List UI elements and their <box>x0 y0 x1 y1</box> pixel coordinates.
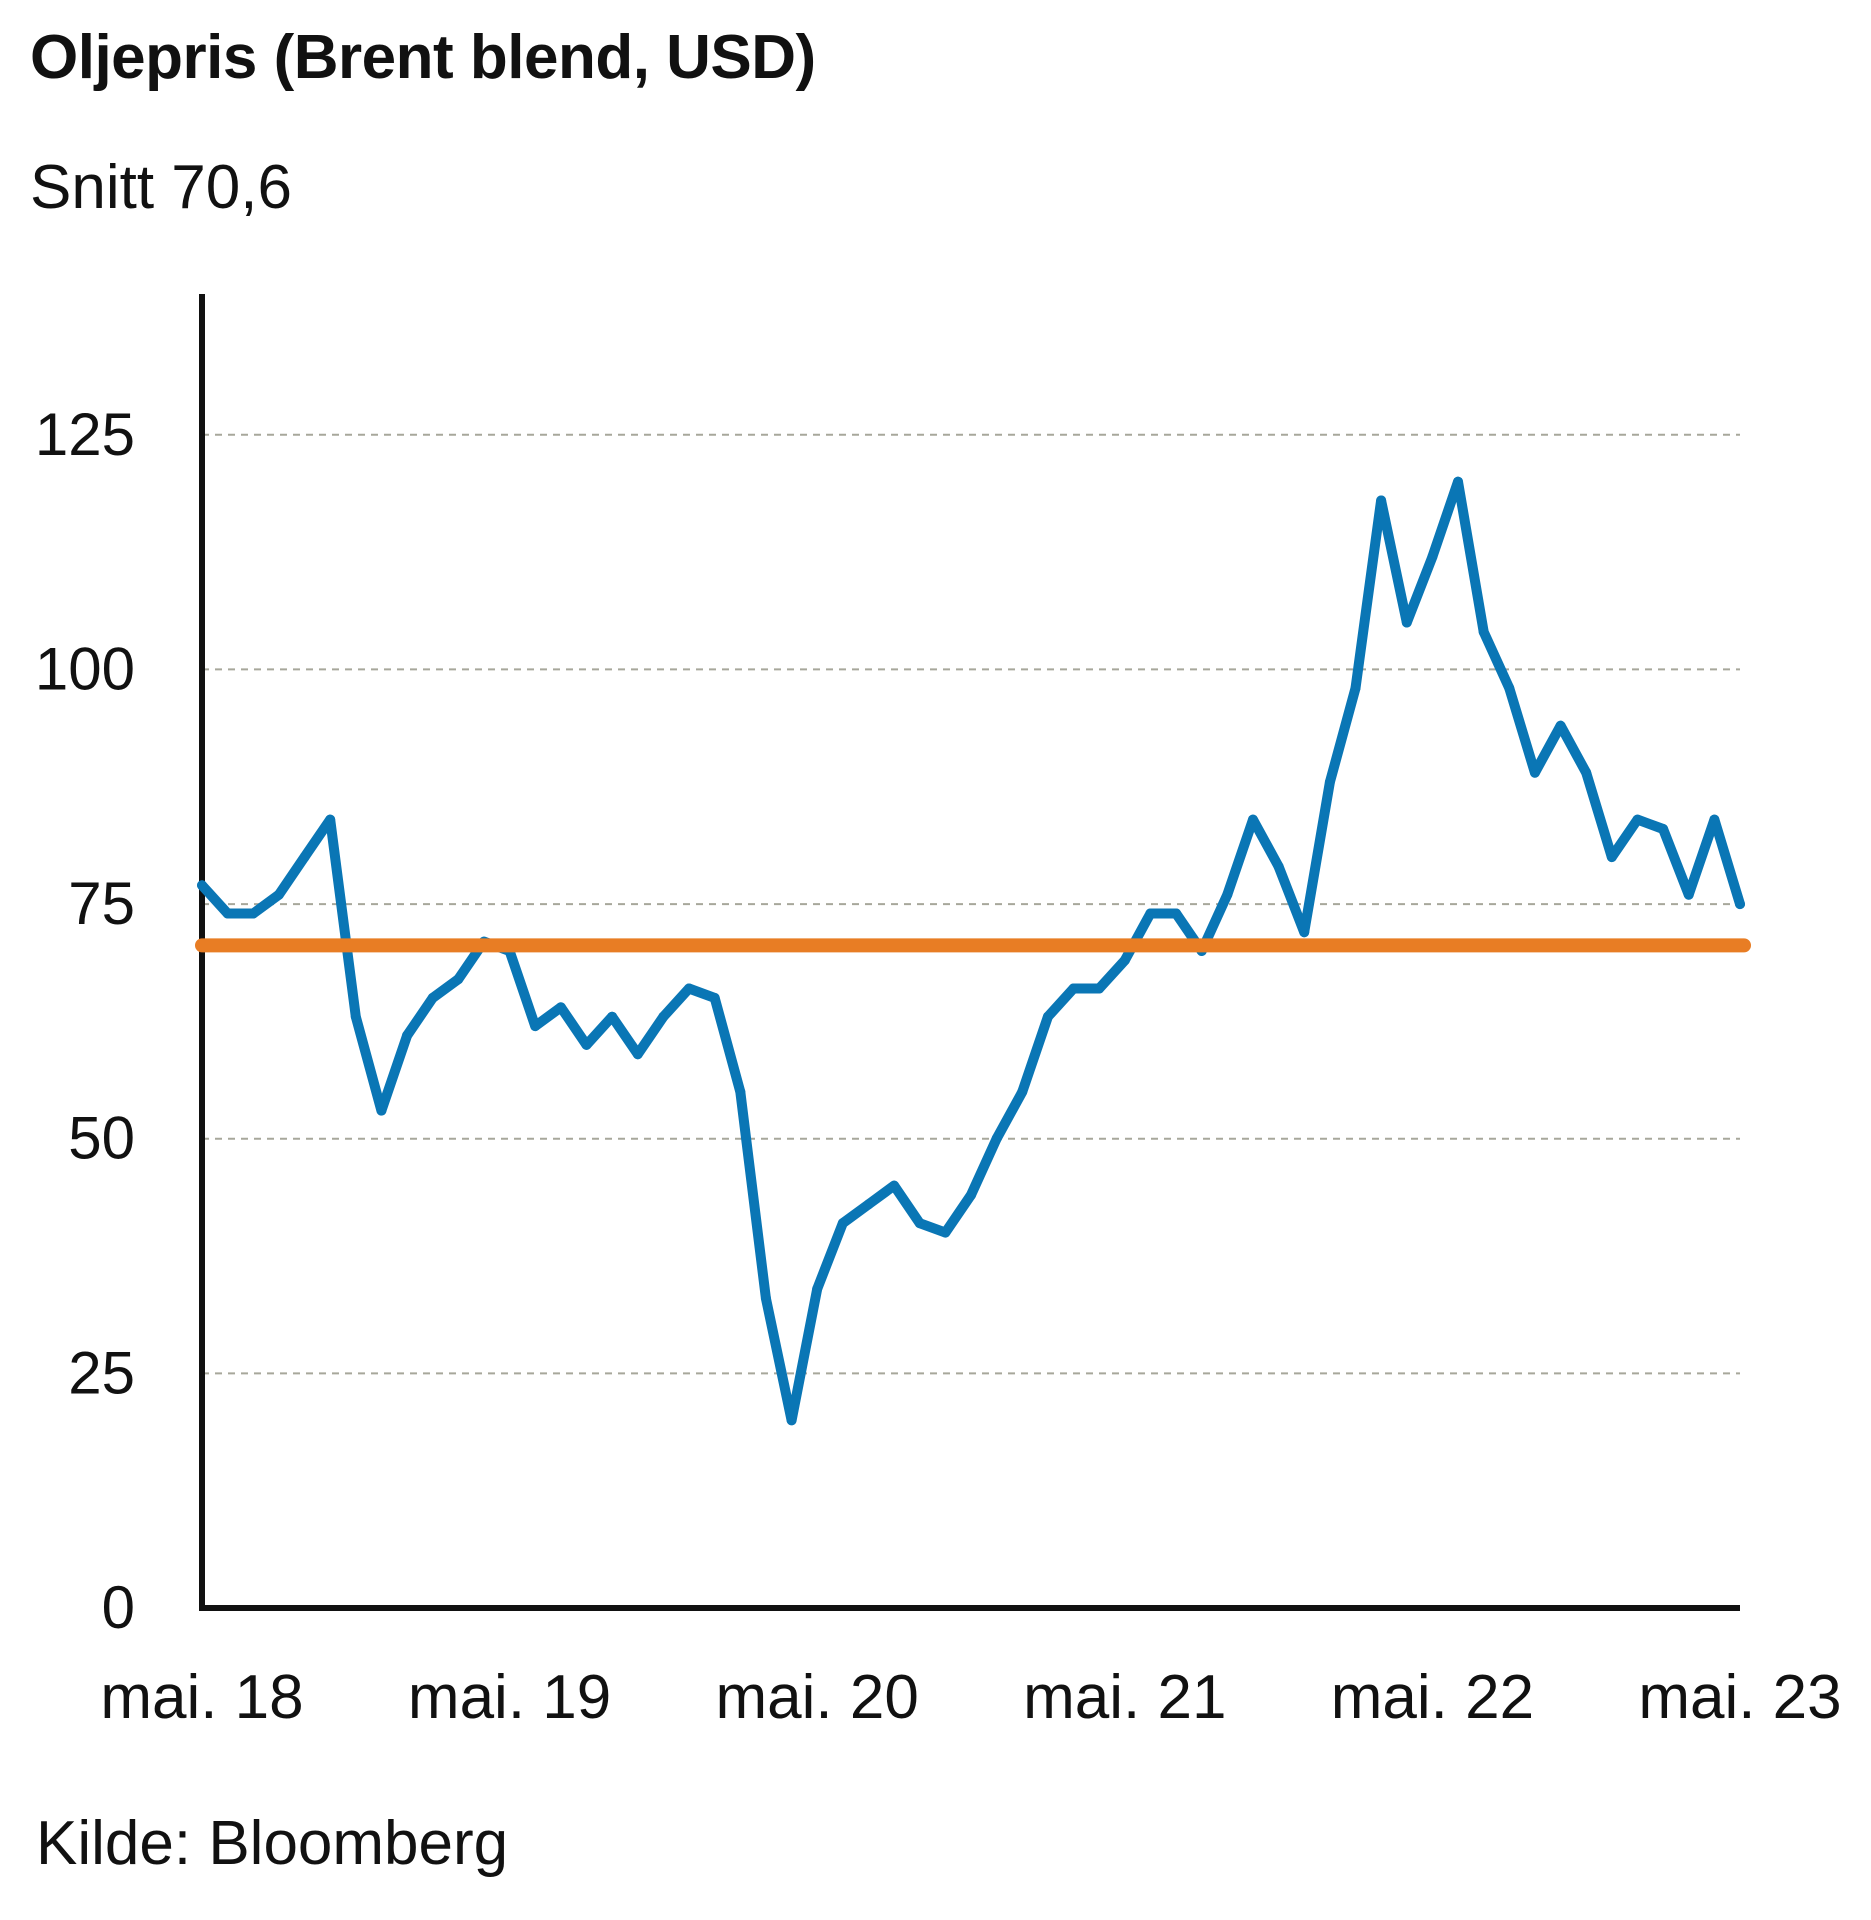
data-point <box>325 814 336 825</box>
data-point <box>1658 823 1669 834</box>
x-tick-label: mai. 23 <box>1638 1663 1841 1732</box>
data-point <box>1119 955 1130 966</box>
data-point <box>273 889 284 900</box>
data-point <box>1401 617 1412 628</box>
data-point <box>530 1021 541 1032</box>
data-point <box>1017 1086 1028 1097</box>
data-point <box>1068 983 1079 994</box>
data-point <box>632 1049 643 1060</box>
data-point <box>837 1218 848 1229</box>
data-point <box>1094 983 1105 994</box>
data-point <box>812 1283 823 1294</box>
data-point <box>350 1011 361 1022</box>
data-point <box>402 1030 413 1041</box>
data-point <box>709 992 720 1003</box>
data-point <box>581 1039 592 1050</box>
data-point <box>1555 720 1566 731</box>
data-point <box>1581 767 1592 778</box>
data-point <box>1171 908 1182 919</box>
y-tick-label: 125 <box>35 401 135 468</box>
data-point <box>607 1011 618 1022</box>
y-tick-label: 75 <box>68 870 135 937</box>
data-point <box>1735 899 1745 910</box>
tick-labels: 0 25 50 75 100 125 mai. 18 mai. 19 mai. 20 mai. 2… <box>35 401 1842 1732</box>
x-tick-label: mai. 21 <box>1023 1663 1226 1732</box>
series-layer <box>197 476 1745 1426</box>
data-point <box>786 1415 797 1426</box>
data-point <box>1606 852 1617 863</box>
data-point <box>735 1086 746 1097</box>
gridlines <box>202 433 1740 1375</box>
axes <box>199 294 1740 1611</box>
data-point <box>760 1293 771 1304</box>
data-point <box>427 992 438 1003</box>
chart-title: Oljepris (Brent blend, USD) <box>30 23 816 92</box>
data-point <box>248 908 259 919</box>
data-point <box>1529 767 1540 778</box>
y-tick-label: 50 <box>68 1105 135 1172</box>
data-point <box>453 974 464 985</box>
data-point <box>1478 626 1489 637</box>
chart-subtitle: Snitt 70,6 <box>30 153 292 222</box>
chart-source: Kilde: Bloomberg <box>36 1809 509 1878</box>
data-point <box>1324 777 1335 788</box>
data-point <box>376 1105 387 1116</box>
data-point <box>889 1180 900 1191</box>
data-point <box>1273 861 1284 872</box>
data-point <box>684 983 695 994</box>
data-point <box>940 1227 951 1238</box>
data-point <box>197 880 207 891</box>
data-point <box>1247 814 1258 825</box>
data-point <box>1504 683 1515 694</box>
data-point <box>1145 908 1156 919</box>
data-point <box>1632 814 1643 825</box>
data-point <box>222 908 233 919</box>
data-point <box>1427 551 1438 562</box>
y-tick-label: 100 <box>35 635 135 702</box>
data-point <box>1709 814 1720 825</box>
y-tick-label: 25 <box>68 1339 135 1406</box>
data-point <box>555 1002 566 1013</box>
data-point <box>863 1199 874 1210</box>
x-tick-label: mai. 22 <box>1331 1663 1534 1732</box>
x-tick-label: mai. 20 <box>716 1663 919 1732</box>
data-point <box>1042 1011 1053 1022</box>
data-point <box>991 1133 1002 1144</box>
x-tick-label: mai. 18 <box>100 1663 303 1732</box>
data-point <box>1299 927 1310 938</box>
data-point <box>914 1218 925 1229</box>
data-point <box>1222 889 1233 900</box>
data-point <box>1453 476 1464 487</box>
data-point <box>1376 495 1387 506</box>
x-tick-label: mai. 19 <box>408 1663 611 1732</box>
data-point <box>299 852 310 863</box>
data-point <box>658 1011 669 1022</box>
y-tick-label: 0 <box>102 1574 135 1641</box>
data-point <box>966 1190 976 1201</box>
data-point <box>1350 683 1361 694</box>
data-point <box>1683 889 1694 900</box>
